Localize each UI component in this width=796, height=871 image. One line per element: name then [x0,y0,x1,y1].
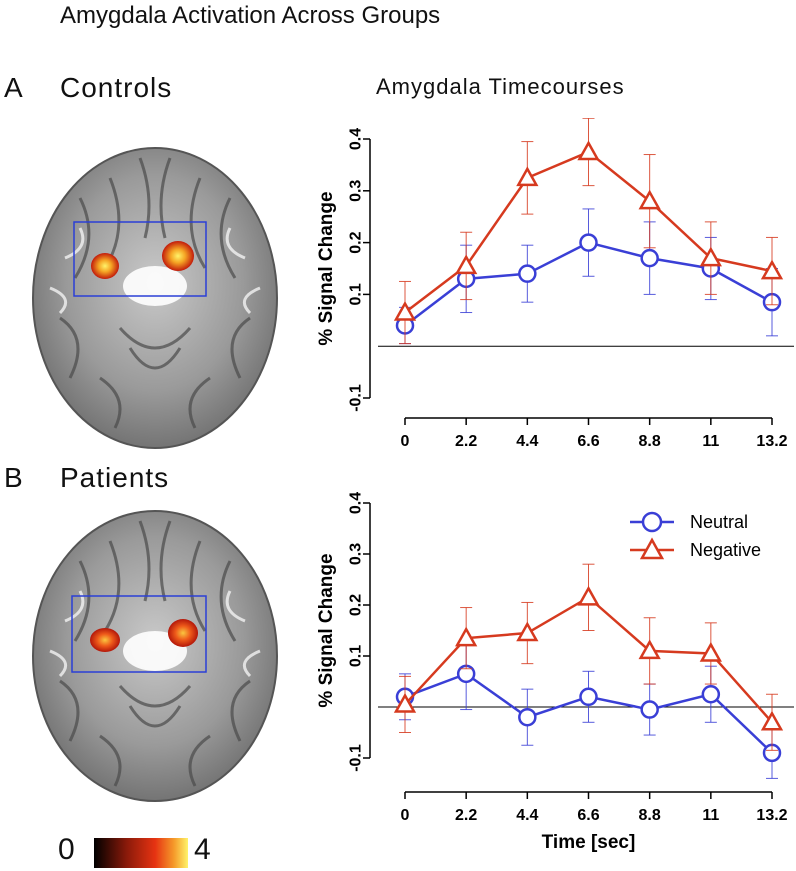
x-tick-label: 8.8 [639,433,661,450]
data-point [393,300,417,321]
series-negative [393,563,784,751]
data-point [518,707,537,727]
data-point [701,685,721,704]
x-tick-label: 0 [401,807,410,824]
data-point [577,585,600,606]
data-point [699,641,722,662]
activation-right [162,241,194,271]
figure-title: Amygdala Activation Across Groups [60,2,441,29]
colorbar [94,838,188,868]
timecourse-title: Amygdala Timecourses [376,74,625,99]
x-tick-label: 11 [702,807,719,824]
y-tick-label: 0.2 [348,594,365,616]
data-point [638,189,661,210]
y-tick-label: 0.1 [348,283,365,305]
data-point [393,692,417,713]
y-axis-label: % Signal Change [316,191,337,345]
x-tick-label: 2.2 [455,807,477,824]
y-tick-label: 0.1 [348,645,365,667]
activation-left [91,253,119,279]
x-tick-label: 13.2 [756,807,787,824]
data-point [516,166,539,187]
activation-right [168,619,198,647]
data-point [638,639,661,660]
panel-a-group-label: Controls [60,72,173,103]
panel-a-letter: A [4,72,23,103]
y-tick-label: -0.1 [348,744,365,772]
data-point [760,710,784,731]
legend-marker [639,537,665,560]
timecourse-chart-patients: -0.1 0.1 0.2 0.3 0.4 % Signal Change 0 2.2 4.4 6.… [316,492,794,853]
data-point [640,248,659,268]
y-tick-label: -0.1 [348,384,365,412]
y-tick-label: 0.2 [348,231,365,253]
y-tick-label: 0.4 [348,128,365,150]
activation-left [90,628,120,652]
x-tick-label: 4.4 [516,807,538,824]
series-negative [393,118,784,345]
data-point [760,259,784,280]
legend-label: Neutral [690,512,748,532]
panel-b-group-label: Patients [60,462,170,493]
roi-box [73,221,207,297]
y-axis-label: % Signal Change [316,553,337,707]
x-tick-label: 2.2 [455,433,477,450]
data-point [455,626,478,647]
x-tick-label: 6.6 [577,807,599,824]
data-point [579,233,598,252]
brain-image-controls [32,147,278,449]
data-point [640,700,659,719]
x-tick-label: 0 [401,433,410,450]
y-tick-label: 0.3 [348,543,365,565]
x-tick-label: 4.4 [516,433,538,450]
x-axis-label: Time [sec] [542,832,636,853]
x-tick-label: 11 [702,433,719,450]
colorbar-min-label: 0 [58,833,75,866]
brain-image-patients [32,510,278,802]
colorbar-max-label: 4 [194,833,211,866]
data-point [518,264,537,283]
y-tick-label: 0.4 [348,492,365,514]
data-point [516,621,539,642]
series-neutral [395,637,782,779]
data-point [577,140,600,161]
y-tick-label: 0.3 [348,180,365,202]
data-point [699,246,722,267]
legend-label: Negative [690,540,761,560]
legend-marker [641,511,663,533]
x-tick-label: 13.2 [756,433,787,450]
panel-b-letter: B [4,462,23,493]
roi-box [71,595,207,673]
data-point [579,687,598,707]
data-point [455,254,478,275]
x-tick-label: 8.8 [639,807,661,824]
timecourse-chart-controls: -0.1 0.1 0.2 0.3 0.4 % Signal Change 0 2.2 4.4 6.… [316,118,794,450]
x-tick-label: 6.6 [577,433,599,450]
